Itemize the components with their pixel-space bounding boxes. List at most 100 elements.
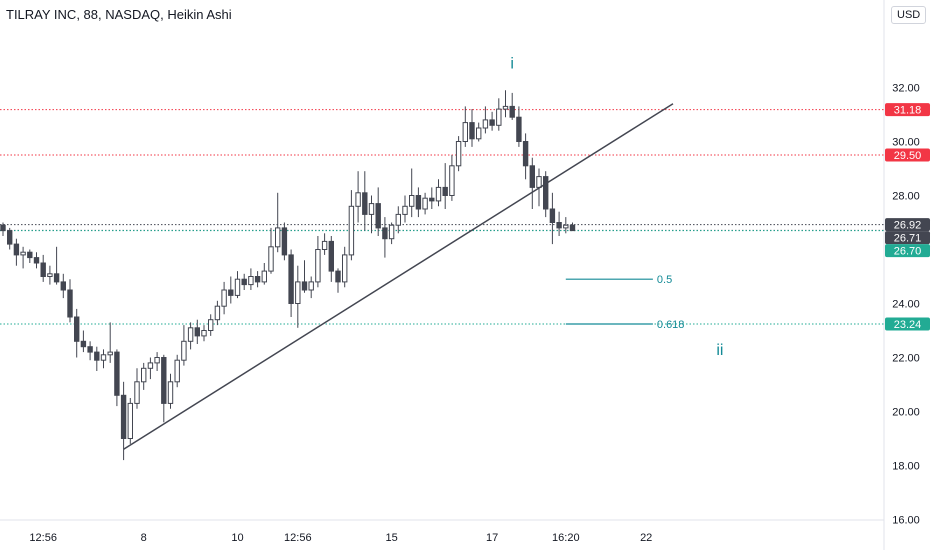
candle-body (20, 251, 26, 256)
candle-body (40, 262, 46, 277)
candle-body (161, 357, 167, 404)
x-tick-label: 8 (141, 532, 147, 544)
candle-body (127, 402, 134, 439)
candle-body (194, 327, 201, 337)
candle-body (214, 305, 221, 321)
candle-body (141, 367, 147, 383)
candle-body (375, 203, 381, 229)
wave-label: i (510, 56, 514, 73)
y-tick-label: 16.00 (892, 515, 920, 527)
candle-body (234, 278, 241, 296)
x-tick-label: 15 (385, 532, 397, 544)
candle-body (509, 105, 515, 118)
fib-level-label: 0.5 (657, 274, 672, 286)
candle-body (228, 289, 234, 296)
candle-body (409, 195, 415, 207)
x-tick-label: 17 (486, 532, 498, 544)
candle-body (469, 122, 475, 140)
candle-body (315, 249, 321, 283)
candle-body (563, 224, 569, 229)
candle-body (476, 127, 482, 140)
candle-body (502, 105, 509, 110)
candle-body (154, 357, 160, 364)
candle-body (281, 227, 288, 256)
candle-body (368, 203, 375, 215)
price-tag-bg (885, 244, 930, 258)
candle-body (53, 273, 60, 283)
candle-body (114, 351, 120, 396)
candle-body (489, 119, 495, 126)
candle-body (516, 116, 522, 142)
candle-body (435, 186, 442, 202)
candle-body (321, 240, 328, 250)
candle-body (60, 281, 66, 291)
candle-body (449, 165, 455, 197)
price-tag-label: 31.18 (894, 105, 922, 117)
candle-body (47, 273, 53, 277)
candle-body (268, 246, 274, 272)
candle-body (556, 222, 562, 229)
candle-body (80, 340, 87, 348)
candle-body (482, 119, 489, 129)
price-tag: 26.71 (885, 231, 930, 245)
candle-body (33, 257, 40, 264)
candle-body (107, 351, 113, 356)
chart-title: TILRAY INC, 88, NASDAQ, Heikin Ashi (6, 7, 232, 22)
x-tick-label: 22 (640, 532, 652, 544)
candle-body (382, 227, 388, 240)
price-tag: 29.50 (885, 148, 930, 162)
candle-body (569, 224, 576, 232)
candle-body (496, 108, 502, 126)
candle-body (288, 254, 294, 304)
x-tick-label: 12:56 (29, 532, 57, 544)
candle-body (120, 394, 127, 439)
trendline (123, 103, 674, 450)
price-tag-bg (885, 317, 930, 331)
candle-body (94, 351, 100, 361)
price-tag-bg (885, 231, 930, 245)
candle-body (67, 289, 73, 318)
candle-body (429, 197, 435, 202)
candle-body (241, 278, 247, 286)
y-tick-label: 22.00 (892, 353, 920, 365)
y-tick-label: 32.00 (892, 83, 920, 95)
candle-body (248, 276, 254, 286)
x-tick-label: 16:20 (552, 532, 580, 544)
candle-body (275, 227, 281, 248)
candle-body (355, 192, 361, 207)
price-tag-label: 29.50 (894, 150, 922, 162)
price-tag-label: 26.70 (894, 246, 922, 258)
candle-body (335, 270, 341, 283)
price-tag-bg (885, 103, 930, 117)
candle-body (174, 359, 180, 383)
candle-body (187, 327, 194, 342)
price-tag: 26.92 (885, 218, 930, 232)
candle-body (87, 346, 93, 353)
currency-button[interactable]: USD (891, 6, 927, 24)
candle-body (254, 276, 261, 283)
candle-body (74, 316, 80, 342)
y-tick-label: 24.00 (892, 299, 920, 311)
price-tag-label: 23.24 (894, 319, 922, 331)
candle-body (529, 165, 535, 188)
candle-body (13, 243, 20, 256)
candle-body (362, 192, 368, 215)
price-tag-label: 26.92 (894, 220, 922, 232)
candle-body (415, 195, 422, 210)
candle-body (261, 270, 268, 283)
x-tick-label: 12:56 (284, 532, 312, 544)
candle-body (395, 213, 402, 226)
price-tag-bg (885, 218, 930, 232)
candle-body (442, 186, 448, 196)
candle-body (455, 141, 462, 167)
fib-level-label: 0.618 (657, 319, 685, 331)
price-tag: 23.24 (885, 317, 930, 331)
candle-body (342, 254, 348, 283)
y-tick-label: 20.00 (892, 407, 920, 419)
candle-body (422, 197, 428, 210)
candle-body (328, 240, 335, 272)
candle-body (522, 141, 529, 167)
candle-body (536, 176, 542, 188)
candle-body (147, 362, 154, 369)
